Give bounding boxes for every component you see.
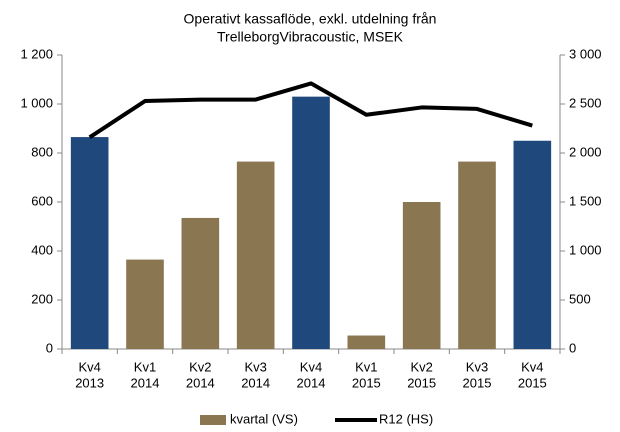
x-tick-label: Kv4 [300,359,322,374]
x-tick-label: 2015 [352,375,381,390]
x-tick-label: 2014 [131,375,160,390]
legend-label: R12 (HS) [379,411,433,426]
x-tick-label: Kv1 [355,359,377,374]
x-tick-label: 2015 [463,375,492,390]
bar [236,161,275,349]
bar [347,335,386,349]
legend-label: kvartal (VS) [230,411,298,426]
y-tick-label: 400 [31,242,53,257]
y2-tick-label: 2 500 [569,95,602,110]
x-tick-label: 2014 [297,375,326,390]
x-tick-label: 2015 [518,375,547,390]
y2-tick-label: 500 [569,291,591,306]
bar [292,96,330,350]
bar [126,259,164,349]
x-tick-label: Kv4 [78,359,100,374]
line [88,81,533,139]
x-tick-label: 2013 [75,375,104,390]
chart-title: TrelleborgVibracoustic, MSEK [217,29,404,45]
x-tick-label: Kv1 [134,359,156,374]
x-tick-label: Kv2 [189,359,211,374]
x-tick-label: Kv3 [244,359,266,374]
bar [181,217,220,349]
legend-swatch [200,415,226,425]
x-tick-label: Kv3 [466,359,488,374]
chart-title: Operativt kassaflöde, exkl. utdelning fr… [184,11,437,27]
x-tick-label: Kv2 [410,359,432,374]
y2-tick-label: 2 000 [569,144,602,159]
x-tick-label: 2014 [186,375,215,390]
y-tick-label: 1 000 [20,95,53,110]
x-tick-label: 2015 [407,375,436,390]
y-tick-label: 0 [46,340,53,355]
y-tick-label: 1 200 [20,46,53,61]
y2-tick-label: 1 500 [569,193,602,208]
y2-tick-label: 1 000 [569,242,602,257]
x-tick-label: Kv4 [521,359,543,374]
y-tick-label: 600 [31,193,53,208]
y2-tick-label: 3 000 [569,46,602,61]
y-tick-label: 200 [31,291,53,306]
bar [70,137,109,349]
x-tick-label: 2014 [241,375,270,390]
bar [513,140,552,349]
bar [458,161,496,349]
y-tick-label: 800 [31,144,53,159]
bar [402,202,441,349]
y2-tick-label: 0 [569,340,576,355]
